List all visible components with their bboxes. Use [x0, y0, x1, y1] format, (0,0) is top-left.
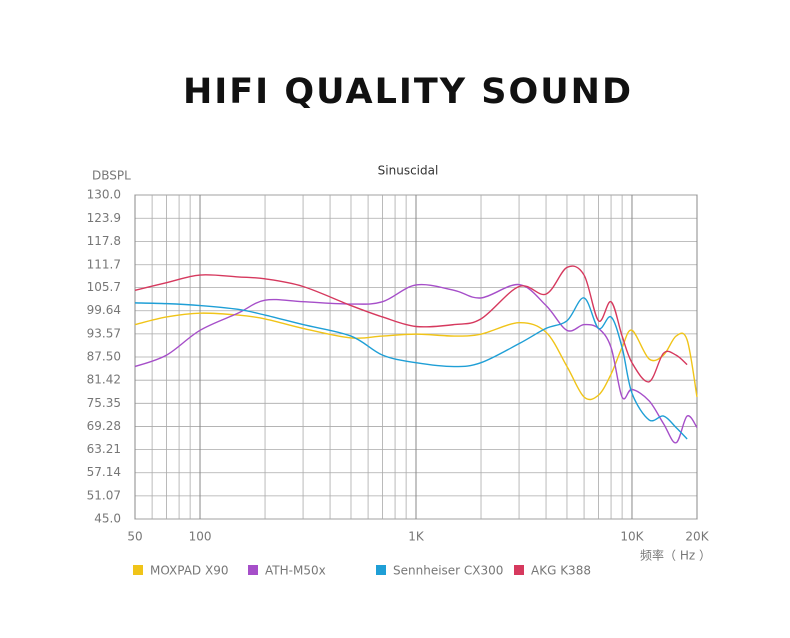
- y-tick-label: 93.57: [87, 326, 121, 340]
- series-line: [134, 283, 698, 444]
- y-tick-label: 69.28: [87, 419, 121, 433]
- y-tick-label: 123.9: [87, 211, 121, 225]
- legend-swatch: [248, 565, 258, 575]
- y-tick-label: 75.35: [87, 396, 121, 410]
- y-tick-label: 57.14: [87, 465, 121, 479]
- x-tick-label: 10K: [620, 530, 644, 544]
- series-line: [134, 297, 688, 440]
- y-tick-label: 87.50: [87, 350, 121, 364]
- legend-label: Sennheiser CX300: [393, 564, 503, 578]
- series-line: [134, 312, 698, 401]
- x-tick-label: 50: [127, 530, 142, 544]
- legend-label: MOXPAD X90: [150, 564, 228, 578]
- y-tick-label: 99.64: [87, 303, 121, 317]
- chart-title: HIFI QUALITY SOUND: [183, 72, 633, 112]
- y-tick-label: 111.7: [87, 257, 121, 271]
- y-tick-label: 45.0: [94, 512, 121, 526]
- x-tick-label: 20K: [685, 530, 709, 544]
- series-line: [134, 265, 688, 383]
- x-tick-label: 1K: [408, 530, 425, 544]
- legend-label: AKG K388: [531, 564, 591, 578]
- y-tick-label: 105.7: [87, 280, 121, 294]
- y-tick-label: 63.21: [87, 442, 121, 456]
- legend-swatch: [376, 565, 386, 575]
- grid: [134, 194, 698, 520]
- y-axis-label: DBSPL: [92, 169, 131, 183]
- y-tick-label: 81.42: [87, 373, 121, 387]
- legend-swatch: [514, 565, 524, 575]
- x-tick-label: 100: [189, 530, 212, 544]
- chart-subtitle: Sinuscidal: [378, 164, 439, 178]
- y-tick-label: 130.0: [87, 188, 121, 202]
- x-axis-label: 频率（ Hz ）: [640, 548, 711, 563]
- y-tick-label: 51.07: [87, 488, 121, 502]
- y-tick-label: 117.8: [87, 234, 121, 248]
- legend-swatch: [133, 565, 143, 575]
- legend-label: ATH-M50x: [265, 564, 326, 578]
